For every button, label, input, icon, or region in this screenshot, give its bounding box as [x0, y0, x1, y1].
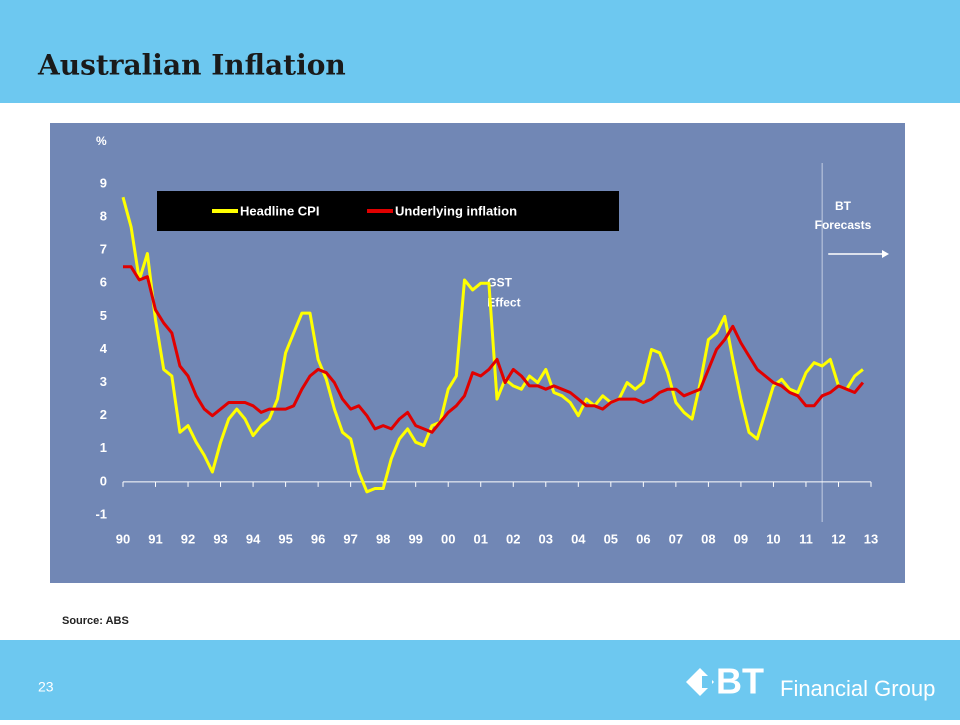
- logo-cut: [702, 676, 712, 688]
- x-tick-label: 10: [766, 531, 780, 546]
- x-tick-label: 05: [604, 531, 618, 546]
- x-tick-label: 08: [701, 531, 715, 546]
- legend-label: Headline CPI: [240, 203, 319, 218]
- y-tick-label: 3: [100, 374, 107, 389]
- x-tick-label: 90: [116, 531, 130, 546]
- x-tick-label: 01: [474, 531, 488, 546]
- x-tick-label: 91: [148, 531, 162, 546]
- slide-title: Australian Inflation: [37, 49, 346, 82]
- x-tick-label: 09: [734, 531, 748, 546]
- annotation: GST: [487, 275, 512, 289]
- x-tick-label: 02: [506, 531, 520, 546]
- x-tick-label: 00: [441, 531, 455, 546]
- forecast-label: BT: [835, 199, 852, 213]
- footer-band: [0, 640, 960, 720]
- x-tick-label: 99: [408, 531, 422, 546]
- x-tick-label: 98: [376, 531, 390, 546]
- y-tick-label: -1: [95, 506, 107, 521]
- forecast-label: Forecasts: [815, 218, 872, 232]
- forecast-arrowhead: [882, 250, 889, 258]
- legend-label: Underlying inflation: [395, 203, 517, 218]
- page-number: 23: [38, 679, 54, 695]
- logo-text: Financial Group: [780, 676, 935, 701]
- logo: BT Financial Group: [686, 661, 935, 702]
- annotation: Effect: [487, 295, 520, 309]
- y-tick-label: 0: [100, 473, 107, 488]
- x-tick-label: 92: [181, 531, 195, 546]
- series-line: [121, 196, 864, 494]
- series-line: [123, 265, 865, 434]
- x-tick-label: 03: [539, 531, 553, 546]
- logo-mark: BT: [716, 661, 764, 702]
- x-tick-label: 13: [864, 531, 878, 546]
- x-tick-label: 04: [571, 531, 586, 546]
- logo-diamond: [686, 668, 714, 696]
- y-tick-label: 9: [100, 175, 107, 190]
- y-tick-label: 7: [100, 242, 107, 257]
- y-tick-label: 6: [100, 275, 107, 290]
- x-tick-label: 07: [669, 531, 683, 546]
- y-tick-label: 2: [100, 407, 107, 422]
- x-tick-label: 93: [213, 531, 227, 546]
- x-tick-label: 06: [636, 531, 650, 546]
- y-tick-label: 8: [100, 209, 107, 224]
- x-tick-label: 96: [311, 531, 325, 546]
- x-tick-label: 12: [831, 531, 845, 546]
- y-tick-label: 5: [100, 308, 107, 323]
- y-tick-label: 4: [100, 341, 108, 356]
- x-tick-label: 94: [246, 531, 261, 546]
- header-band: [0, 0, 960, 103]
- y-tick-label: 1: [100, 440, 107, 455]
- x-tick-label: 95: [278, 531, 292, 546]
- source-note: Source: ABS: [62, 615, 129, 627]
- x-tick-label: 11: [799, 531, 813, 546]
- y-axis-label: %: [96, 134, 107, 148]
- x-tick-label: 97: [343, 531, 357, 546]
